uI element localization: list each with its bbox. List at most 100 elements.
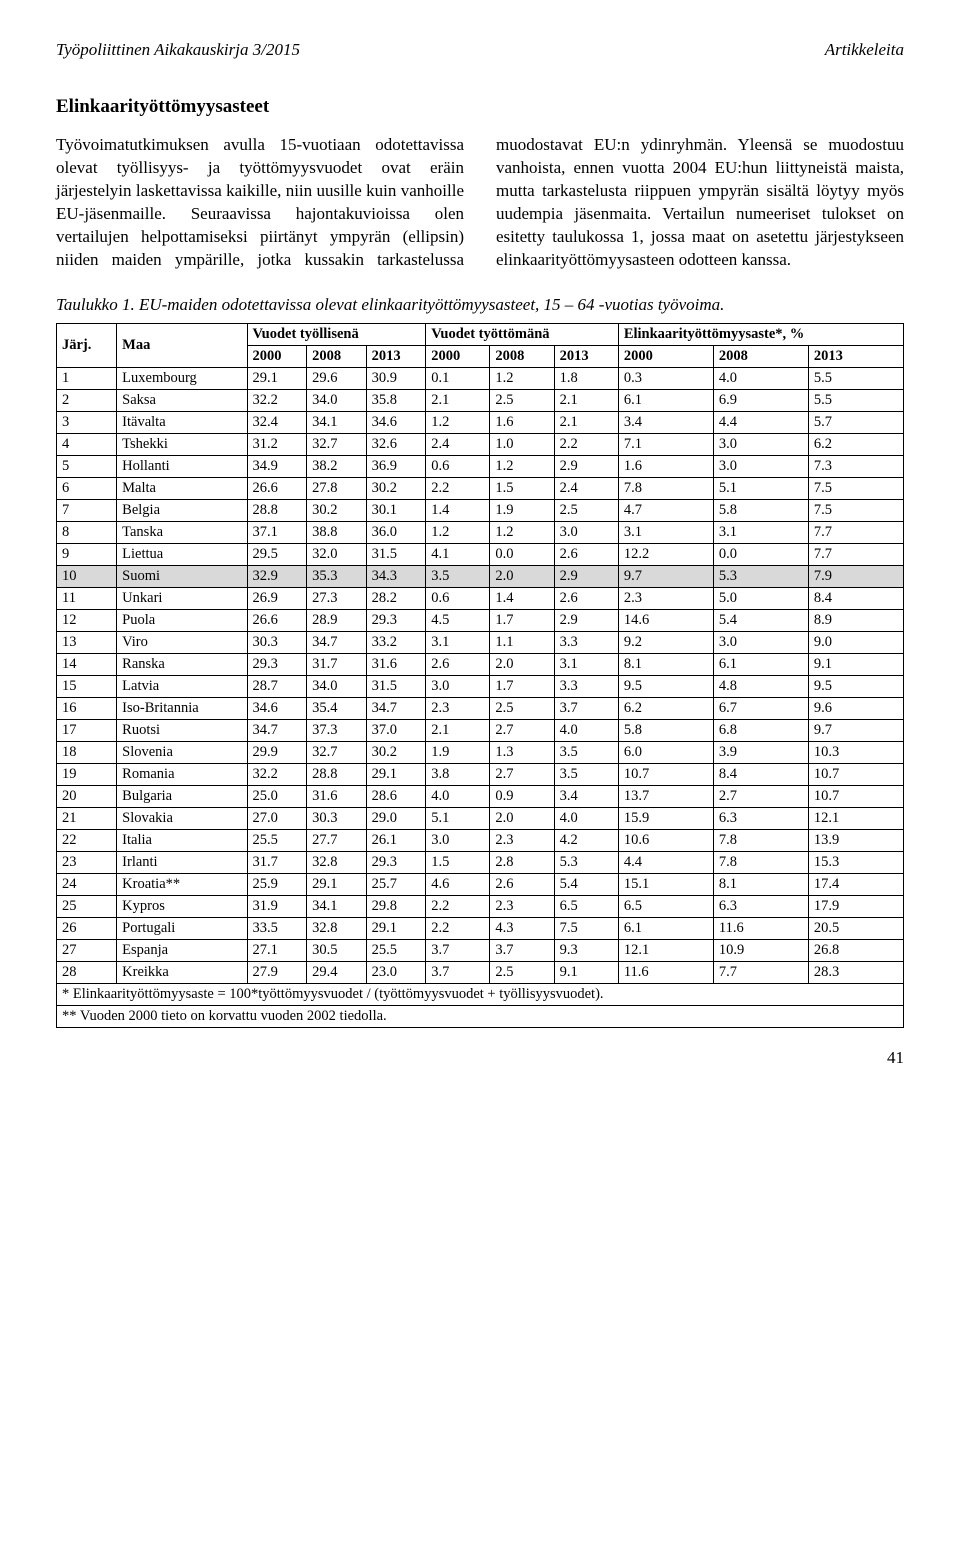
cell-value: 34.1 [307,895,367,917]
cell-value: 27.7 [307,829,367,851]
cell-value: 4.5 [426,609,490,631]
cell-country: Hollanti [117,455,247,477]
cell-value: 6.5 [618,895,713,917]
cell-value: 28.8 [247,499,307,521]
cell-value: 2.0 [490,807,554,829]
cell-value: 34.1 [307,411,367,433]
cell-value: 1.9 [490,499,554,521]
cell-value: 11.6 [618,961,713,983]
cell-value: 32.8 [307,917,367,939]
cell-value: 5.1 [426,807,490,829]
cell-value: 26.6 [247,477,307,499]
table-row: 11Unkari26.927.328.20.61.42.62.35.08.4 [57,587,904,609]
cell-value: 25.5 [366,939,426,961]
cell-value: 1.4 [490,587,554,609]
section-name: Artikkeleita [825,40,904,60]
cell-value: 2.1 [554,389,618,411]
cell-value: 31.6 [307,785,367,807]
cell-value: 25.5 [247,829,307,851]
cell-value: 29.8 [366,895,426,917]
table-row: 9Liettua29.532.031.54.10.02.612.20.07.7 [57,543,904,565]
cell-value: 3.5 [554,763,618,785]
cell-value: 2.5 [490,961,554,983]
cell-value: 5.3 [713,565,808,587]
cell-value: 6.2 [808,433,903,455]
col-group-tyottomana: Vuodet työttömänä [426,323,619,345]
cell-value: 11.6 [713,917,808,939]
cell-value: 7.5 [808,499,903,521]
cell-country: Viro [117,631,247,653]
cell-value: 3.3 [554,631,618,653]
cell-value: 4.6 [426,873,490,895]
cell-value: 27.9 [247,961,307,983]
cell-value: 10.3 [808,741,903,763]
table-row: 27Espanja27.130.525.53.73.79.312.110.926… [57,939,904,961]
page-number: 41 [56,1048,904,1068]
cell-value: 3.5 [554,741,618,763]
cell-value: 7.5 [808,477,903,499]
cell-value: 7.8 [618,477,713,499]
cell-value: 31.5 [366,543,426,565]
table-row: 19Romania32.228.829.13.82.73.510.78.410.… [57,763,904,785]
cell-value: 36.0 [366,521,426,543]
cell-value: 2.6 [490,873,554,895]
cell-value: 6.9 [713,389,808,411]
cell-country: Kreikka [117,961,247,983]
cell-value: 2.3 [490,829,554,851]
cell-value: 2.5 [554,499,618,521]
cell-value: 1.4 [426,499,490,521]
cell-country: Saksa [117,389,247,411]
cell-country: Iso-Britannia [117,697,247,719]
cell-value: 1.6 [618,455,713,477]
page-header: Työpoliittinen Aikakauskirja 3/2015 Arti… [56,40,904,60]
cell-rank: 23 [57,851,117,873]
col-group-tyollisena: Vuodet työllisenä [247,323,426,345]
table-row: 8Tanska37.138.836.01.21.23.03.13.17.7 [57,521,904,543]
journal-title: Työpoliittinen Aikakauskirja 3/2015 [56,40,300,60]
cell-value: 2.2 [426,477,490,499]
cell-rank: 16 [57,697,117,719]
table-row: 22Italia25.527.726.13.02.34.210.67.813.9 [57,829,904,851]
cell-country: Suomi [117,565,247,587]
cell-value: 5.8 [713,499,808,521]
cell-value: 25.9 [247,873,307,895]
cell-value: 3.9 [713,741,808,763]
cell-value: 3.7 [554,697,618,719]
cell-value: 30.9 [366,367,426,389]
cell-value: 28.3 [808,961,903,983]
cell-rank: 24 [57,873,117,895]
table-row: 7Belgia28.830.230.11.41.92.54.75.87.5 [57,499,904,521]
cell-value: 7.5 [554,917,618,939]
cell-value: 27.8 [307,477,367,499]
cell-value: 9.7 [618,565,713,587]
cell-rank: 19 [57,763,117,785]
cell-value: 29.1 [366,763,426,785]
cell-value: 3.5 [426,565,490,587]
cell-value: 2.8 [490,851,554,873]
table-row: 4Tshekki31.232.732.62.41.02.27.13.06.2 [57,433,904,455]
cell-value: 35.4 [307,697,367,719]
cell-value: 34.7 [307,631,367,653]
cell-value: 8.4 [713,763,808,785]
cell-value: 7.7 [713,961,808,983]
cell-value: 29.1 [247,367,307,389]
cell-value: 8.1 [713,873,808,895]
cell-rank: 20 [57,785,117,807]
cell-value: 32.2 [247,389,307,411]
cell-country: Puola [117,609,247,631]
cell-value: 2.9 [554,609,618,631]
section-heading: Elinkaarityöttömyysasteet [56,96,904,118]
cell-value: 1.0 [490,433,554,455]
cell-value: 38.8 [307,521,367,543]
cell-value: 38.2 [307,455,367,477]
cell-value: 30.3 [247,631,307,653]
cell-value: 3.4 [554,785,618,807]
cell-value: 13.9 [808,829,903,851]
cell-value: 12.2 [618,543,713,565]
cell-value: 25.7 [366,873,426,895]
cell-value: 1.9 [426,741,490,763]
cell-value: 1.2 [490,367,554,389]
cell-value: 6.7 [713,697,808,719]
cell-value: 2.6 [426,653,490,675]
cell-value: 2.2 [554,433,618,455]
